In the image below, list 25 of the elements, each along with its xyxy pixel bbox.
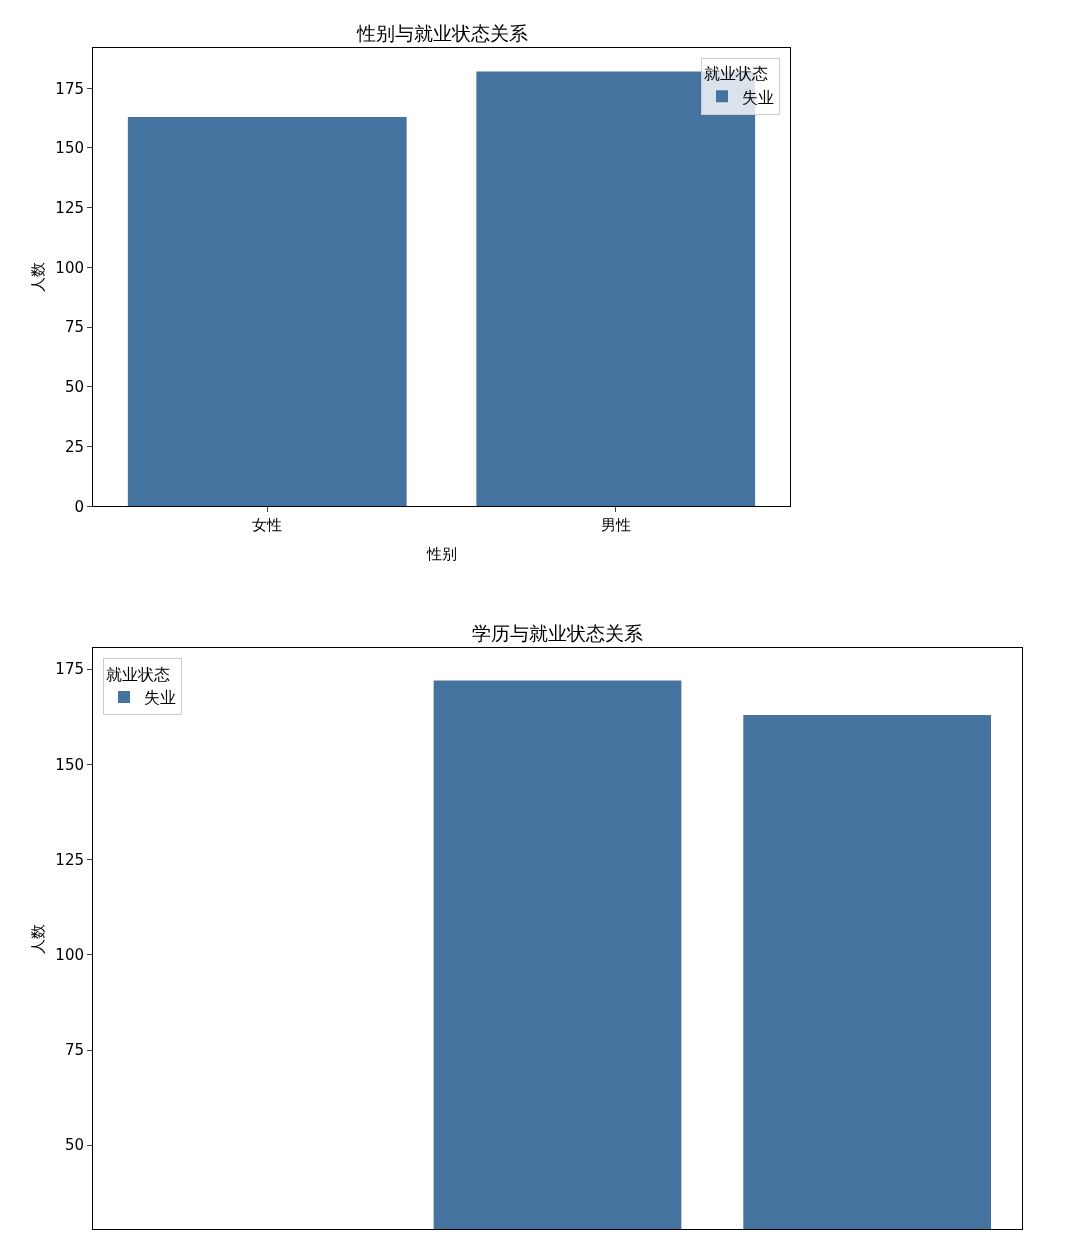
- y-tick-label: 150: [55, 755, 84, 774]
- y-axis-title: 人数: [28, 261, 47, 292]
- x-tick-label: 女性: [252, 516, 283, 535]
- y-tick-label: 75: [64, 1041, 84, 1060]
- legend-title: 就业状态: [704, 64, 768, 84]
- y-axis-title: 人数: [28, 923, 47, 954]
- y-tick-label: 75: [64, 318, 84, 337]
- y-tick-label: 100: [55, 946, 84, 965]
- y-tick-label: 175: [55, 660, 84, 679]
- y-tick-label: 25: [64, 437, 84, 456]
- chart-title: 学历与就业状态关系: [472, 622, 643, 644]
- legend-title: 就业状态: [106, 664, 170, 684]
- x-tick-label: 男性: [600, 516, 631, 535]
- chart-title: 性别与就业状态关系: [356, 22, 528, 44]
- x-axis-title: 性别: [425, 545, 457, 564]
- y-tick-label: 125: [55, 850, 84, 869]
- y-tick-label: 50: [64, 1136, 84, 1155]
- y-tick-label: 50: [64, 378, 84, 397]
- y-tick-label: 100: [55, 258, 84, 277]
- y-tick-label: 125: [55, 198, 84, 217]
- y-tick-label: 150: [55, 139, 84, 158]
- legend-label: 失业: [144, 688, 176, 708]
- legend-label: 失业: [742, 87, 774, 107]
- y-tick-label: 0: [74, 497, 84, 516]
- y-tick-label: 175: [55, 79, 84, 98]
